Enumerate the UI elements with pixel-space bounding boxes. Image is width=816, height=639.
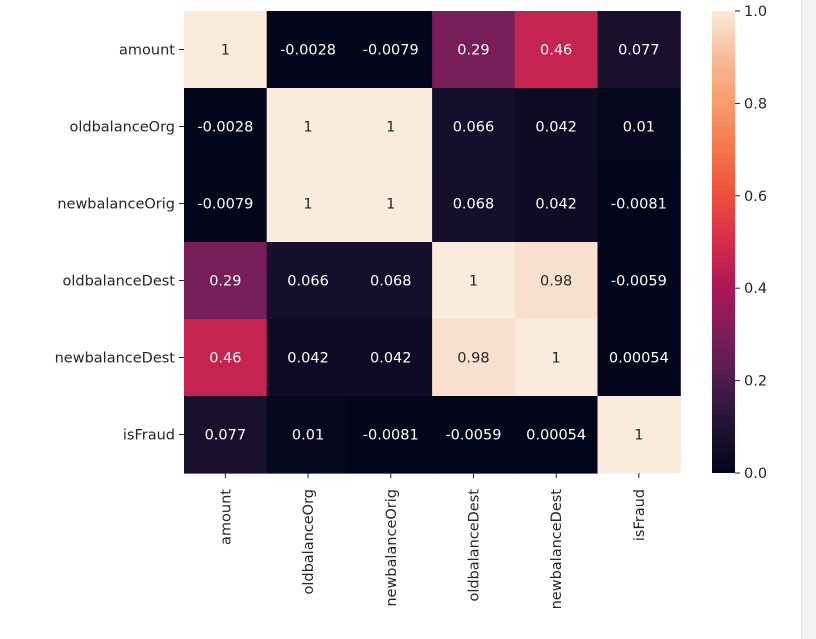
cell-value-label: 0.46 (540, 43, 572, 59)
heatmap-cell (432, 319, 516, 397)
cell-value-label: 1 (386, 120, 395, 136)
cell-value-label: 0.98 (540, 274, 572, 290)
colorbar: 0.0 0.2 0.4 0.6 0.8 1.0 (712, 4, 767, 482)
heatmap-cell (349, 165, 433, 243)
cell-value-label: 0.077 (205, 428, 247, 444)
colorbar-tick-label: 0.8 (744, 96, 767, 112)
cell-value-label: 0.042 (535, 197, 577, 213)
cell-value-label: 1 (552, 351, 561, 367)
heatmap-cell (432, 242, 516, 320)
row-tick-label: newbalanceDest (55, 351, 176, 367)
cell-value-label: -0.0081 (611, 197, 667, 213)
column-tick-label: amount (218, 489, 234, 545)
cell-value-label: 0.042 (535, 120, 577, 136)
heatmap-cell (514, 88, 599, 166)
heatmap-cell (266, 396, 350, 474)
heatmap-cell (514, 396, 599, 474)
column-tick-label: oldbalanceDest (466, 489, 482, 602)
cell-value-label: 0.01 (292, 428, 324, 444)
heatmap-cell (266, 242, 350, 320)
cell-value-label: 0.066 (453, 120, 495, 136)
cell-value-label: 0.066 (287, 274, 329, 290)
heatmap-cell (597, 319, 681, 397)
cell-value-label: 0.068 (453, 197, 495, 213)
column-tick-label: newbalanceDest (549, 489, 565, 610)
colorbar-tick-label: 0.2 (744, 374, 767, 390)
heatmap-cell (597, 11, 681, 89)
heatmap-cell (349, 242, 433, 320)
cell-value-label: -0.0059 (445, 428, 501, 444)
cell-value-label: 0.46 (209, 351, 241, 367)
heatmap-cell (266, 165, 350, 243)
cell-value-label: -0.0059 (611, 274, 667, 290)
colorbar-tick-label: 1.0 (744, 4, 767, 20)
cell-value-label: 0.00054 (526, 428, 586, 444)
heatmap-cell (184, 88, 268, 166)
cell-value-label: -0.0079 (363, 43, 419, 59)
heatmap-cell (432, 88, 516, 166)
cell-value-label: 0.01 (623, 120, 655, 136)
heatmap-cell (349, 88, 433, 166)
column-tick-label: oldbalanceOrg (301, 489, 317, 595)
heatmap-cell (597, 88, 681, 166)
cell-value-label: -0.0081 (363, 428, 419, 444)
colorbar-gradient (712, 11, 735, 473)
colorbar-tick-label: 0.0 (744, 466, 767, 482)
row-tick-label: newbalanceOrig (57, 197, 175, 213)
cell-value-label: 0.00054 (609, 351, 669, 367)
heatmap-cell (514, 11, 599, 89)
cell-value-label: 0.98 (457, 351, 489, 367)
heatmap-cell (349, 11, 433, 89)
heatmap-cell (432, 165, 516, 243)
cell-value-label: 0.29 (209, 274, 241, 290)
heatmap-cell (266, 11, 350, 89)
heatmap-cell (184, 242, 268, 320)
heatmap-cell (432, 11, 516, 89)
heatmap-cell (432, 396, 516, 474)
cell-value-label: 0.29 (457, 43, 489, 59)
row-tick-label: isFraud (123, 428, 175, 444)
heatmap-cell (514, 319, 599, 397)
colorbar-tick-label: 0.4 (744, 281, 767, 297)
column-tick-label: newbalanceOrig (384, 489, 400, 607)
heatmap-cell (597, 165, 681, 243)
heatmap-cell (514, 165, 599, 243)
heatmap-cell (184, 165, 268, 243)
heatmap-cell (349, 319, 433, 397)
row-tick-label: oldbalanceOrg (69, 120, 175, 136)
heatmap-cell (266, 319, 350, 397)
cell-value-label: 1 (634, 428, 643, 444)
window-scrollbar[interactable] (801, 0, 816, 639)
heatmap-cell (184, 11, 268, 89)
cell-value-label: 1 (469, 274, 478, 290)
cell-value-label: -0.0028 (280, 43, 336, 59)
cell-value-label: 0.077 (618, 43, 660, 59)
heatmap-cells: 1 -0.0028 -0.0079 0.29 0.46 0.077 -0.0028 1 1 0.0… (184, 11, 681, 474)
heatmap-cell (184, 319, 268, 397)
column-tick-label: isFraud (632, 489, 648, 541)
cell-value-label: 0.042 (370, 351, 412, 367)
heatmap-cell (349, 396, 433, 474)
cell-value-label: 0.068 (370, 274, 412, 290)
colorbar-tick-label: 0.6 (744, 189, 767, 205)
cell-value-label: 1 (303, 120, 312, 136)
row-tick-label: oldbalanceDest (62, 274, 175, 290)
heatmap-cell (184, 396, 268, 474)
cell-value-label: 1 (221, 43, 230, 59)
cell-value-label: -0.0079 (197, 197, 253, 213)
cell-value-label: -0.0028 (197, 120, 253, 136)
heatmap-cell (597, 242, 681, 320)
column-tick-labels: amount oldbalanceOrg newbalanceOrig oldbala… (218, 473, 648, 610)
heatmap-cell (514, 242, 599, 320)
row-tick-labels: amount oldbalanceOrg newbalanceOrig oldbala… (55, 43, 184, 444)
heatmap-cell (266, 88, 350, 166)
cell-value-label: 0.042 (287, 351, 329, 367)
cell-value-label: 1 (303, 197, 312, 213)
cell-value-label: 1 (386, 197, 395, 213)
row-tick-label: amount (119, 43, 175, 59)
heatmap-cell (597, 396, 681, 474)
